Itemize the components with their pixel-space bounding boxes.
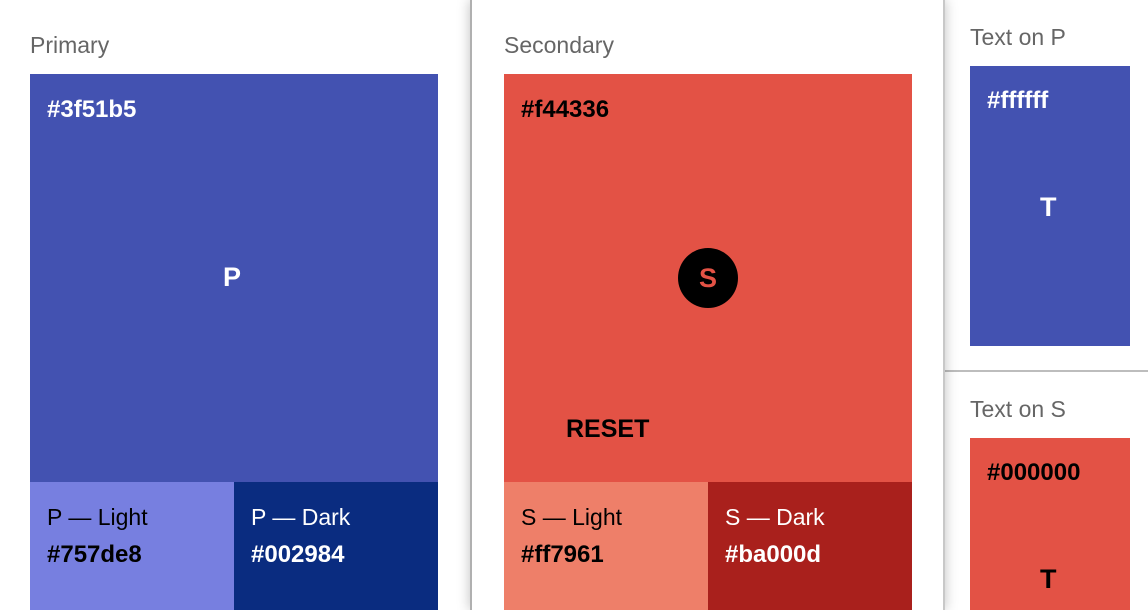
text-on-s-letter: T: [1040, 564, 1057, 594]
primary-hex: #3f51b5: [47, 96, 137, 123]
primary-light-hex: #757de8: [47, 541, 142, 568]
secondary-panel: Secondary #f44336 S RESET S — Light #ff7…: [470, 0, 945, 610]
primary-dark-hex: #002984: [251, 541, 345, 568]
text-colors-panel: Text on P #ffffff T Text on S #000000 T: [945, 0, 1148, 610]
secondary-fab[interactable]: S: [678, 248, 738, 308]
primary-letter: P: [223, 262, 242, 292]
primary-panel: Primary #3f51b5 P P — Light #757de8 P — …: [0, 0, 470, 610]
secondary-light-swatch[interactable]: S — Light #ff7961: [504, 482, 708, 610]
text-on-s-hex: #000000: [987, 459, 1081, 486]
secondary-title: Secondary: [504, 32, 614, 58]
text-on-p-letter: T: [1040, 192, 1057, 222]
text-on-s-swatch[interactable]: #000000 T: [970, 438, 1130, 610]
primary-dark-label: P — Dark: [251, 504, 351, 530]
secondary-light-label: S — Light: [521, 504, 622, 530]
secondary-dark-hex: #ba000d: [725, 541, 822, 568]
secondary-hex: #f44336: [521, 96, 610, 123]
primary-swatch[interactable]: #3f51b5 P: [30, 74, 438, 482]
secondary-light-hex: #ff7961: [521, 541, 604, 568]
text-on-p-hex: #ffffff: [987, 87, 1049, 114]
secondary-dark-swatch[interactable]: S — Dark #ba000d: [708, 482, 912, 610]
secondary-swatch[interactable]: #f44336 S RESET: [504, 74, 912, 482]
divider: [945, 370, 1148, 372]
primary-light-swatch[interactable]: P — Light #757de8: [30, 482, 234, 610]
primary-dark-swatch[interactable]: P — Dark #002984: [234, 482, 438, 610]
text-on-p-title: Text on P: [970, 24, 1066, 50]
primary-light-label: P — Light: [47, 504, 148, 530]
primary-title: Primary: [30, 32, 110, 58]
secondary-dark-label: S — Dark: [725, 504, 825, 530]
text-on-p-swatch[interactable]: #ffffff T: [970, 66, 1130, 346]
text-on-s-title: Text on S: [970, 396, 1066, 422]
reset-button[interactable]: RESET: [566, 415, 650, 443]
